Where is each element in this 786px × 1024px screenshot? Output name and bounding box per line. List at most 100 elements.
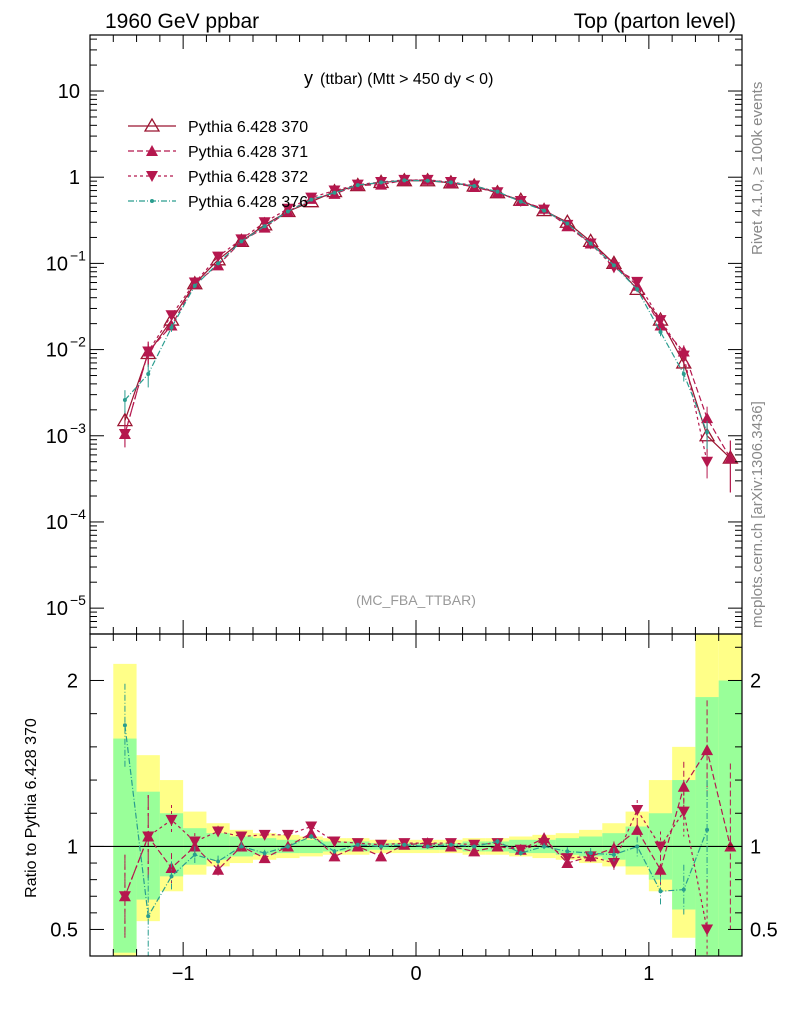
data-point-s376 — [705, 430, 710, 435]
series-line-s372 — [124, 179, 708, 462]
legend-marker-s370 — [143, 117, 161, 132]
data-point-s376 — [192, 283, 197, 288]
data-point-s376 — [495, 189, 500, 194]
ratio-point-s376 — [542, 844, 547, 849]
ratio-point-s371 — [258, 852, 271, 864]
ratio-point-s371 — [468, 845, 481, 857]
band-green-bin — [113, 738, 137, 953]
data-point-s372 — [118, 428, 131, 440]
y-tick-exponent: −3 — [70, 420, 86, 436]
ratio-axis-label: Ratio to Pythia 6.428 370 — [23, 718, 40, 898]
legend-label-s370: Pythia 6.428 370 — [188, 119, 308, 136]
x-tick-label: 0 — [410, 963, 421, 985]
data-point-s372 — [701, 456, 714, 468]
ratio-point-s376 — [402, 842, 407, 847]
ratio-point-s372 — [305, 821, 318, 833]
ratio-line-s372 — [124, 808, 708, 930]
data-point-s376 — [588, 241, 593, 246]
ratio-point-s376 — [681, 887, 686, 892]
plot-title-text: (ttbar) (Mtt > 450 dy < 0) — [320, 71, 493, 88]
data-point-s376 — [448, 180, 453, 185]
data-point-s376 — [658, 329, 663, 334]
data-point-s372 — [654, 315, 667, 327]
ratio-point-s372 — [607, 858, 620, 870]
ratio-point-s376 — [332, 849, 337, 854]
data-point-s376 — [285, 209, 290, 214]
ratio-point-s376 — [588, 851, 593, 856]
data-point-s376 — [262, 224, 267, 229]
ratio-point-s371 — [701, 744, 714, 756]
data-point-s371 — [701, 412, 714, 424]
y-tick-label: 10 — [46, 512, 68, 534]
y-tick-label: 10 — [46, 253, 68, 275]
ratio-y-tick-label: 2 — [67, 670, 78, 692]
ratio-point-s372 — [258, 829, 271, 841]
ratio-point-s376 — [495, 839, 500, 844]
y-tick-label: 10 — [58, 81, 80, 103]
ratio-point-s376 — [355, 842, 360, 847]
ratio-point-s372 — [328, 836, 341, 848]
data-point-s372 — [631, 276, 644, 288]
ratio-y-tick-label-right: 2 — [750, 670, 761, 692]
ratio-point-s372 — [235, 831, 248, 843]
ratio-point-s376 — [565, 849, 570, 854]
ratio-point-s376 — [262, 851, 267, 856]
ratio-point-s371 — [631, 823, 644, 835]
ratio-point-s372 — [631, 804, 644, 816]
legend-marker-s371 — [146, 145, 158, 156]
legend-label-s372: Pythia 6.428 372 — [188, 169, 308, 186]
series-line-s371 — [124, 179, 731, 459]
data-point-s372 — [188, 277, 201, 289]
ratio-y-tick-label: 0.5 — [50, 919, 78, 941]
ratio-point-s371 — [305, 827, 318, 839]
ratio-y-tick-label-right: 1 — [750, 836, 761, 858]
data-point-s376 — [402, 178, 407, 183]
ratio-point-s376 — [611, 852, 616, 857]
data-point-s371 — [724, 452, 737, 464]
ratio-point-s371 — [677, 780, 690, 792]
energy-label: 1960 GeV ppbar — [105, 10, 259, 33]
ratio-point-s372 — [118, 891, 131, 903]
ratio-point-s372 — [654, 841, 667, 853]
band-green-bin — [672, 780, 696, 910]
ratio-point-s376 — [472, 844, 477, 849]
x-tick-label: 1 — [643, 963, 654, 985]
data-point-s376 — [425, 178, 430, 183]
ratio-point-s376 — [169, 874, 174, 879]
ratio-point-s376 — [658, 889, 663, 894]
legend-label-s376: Pythia 6.428 376 — [188, 194, 308, 211]
y-tick-exponent: −1 — [70, 247, 86, 263]
data-point-s372 — [607, 262, 620, 274]
data-point-s372 — [165, 310, 178, 322]
ratio-point-s372 — [677, 806, 690, 818]
y-tick-label: 1 — [69, 167, 80, 189]
ratio-y-tick-label: 1 — [67, 836, 78, 858]
ratio-point-s372 — [142, 831, 155, 843]
y-tick-exponent: −2 — [70, 334, 86, 350]
data-point-s372 — [281, 203, 294, 215]
data-point-s376 — [379, 180, 384, 185]
ratio-y-tick-label-right: 0.5 — [750, 919, 778, 941]
ratio-point-s376 — [216, 859, 221, 864]
ratio-point-s372 — [421, 838, 434, 850]
ratio-point-s376 — [518, 851, 523, 856]
x-tick-label: −1 — [172, 963, 195, 985]
ratio-point-s376 — [146, 914, 151, 919]
data-point-s376 — [472, 184, 477, 189]
plot-title-symbol: y — [304, 68, 313, 88]
data-point-s376 — [146, 372, 151, 377]
data-point-s376 — [565, 221, 570, 226]
data-point-s376 — [355, 183, 360, 188]
y-tick-label: 10 — [46, 426, 68, 448]
ratio-point-s372 — [281, 829, 294, 841]
data-point-s376 — [216, 261, 221, 266]
ratio-frame — [89, 633, 743, 957]
ratio-point-s376 — [285, 844, 290, 849]
ratio-point-s371 — [375, 850, 388, 862]
ratio-point-s376 — [122, 723, 127, 728]
data-point-s372 — [258, 217, 271, 229]
main-panel: y (ttbar) (Mtt > 450 dy < 0) (MC_FBA_TTB… — [116, 68, 739, 608]
data-point-s376 — [635, 287, 640, 292]
ratio-point-s376 — [192, 852, 197, 857]
